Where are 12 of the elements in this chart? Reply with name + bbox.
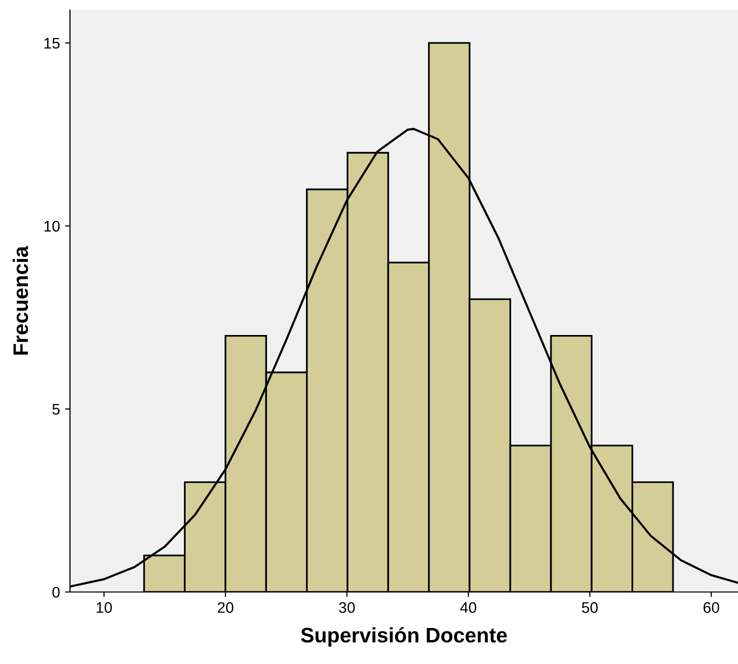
y-tick-label: 5 (52, 404, 60, 415)
y-tick-label: 0 (52, 586, 60, 598)
x-tick-label: 30 (339, 602, 355, 613)
y-tick-label: 10 (44, 220, 60, 232)
x-tick-label: 60 (704, 602, 720, 613)
y-axis-title: Frecuencia (12, 246, 28, 355)
x-tick-label: 40 (460, 602, 476, 613)
x-tick-label: 50 (582, 602, 598, 613)
y-tick-label: 15 (44, 38, 60, 49)
x-tick-label: 20 (218, 602, 234, 613)
x-tick-label: 10 (96, 602, 112, 613)
x-axis-title: Supervisión Docente (300, 627, 507, 647)
